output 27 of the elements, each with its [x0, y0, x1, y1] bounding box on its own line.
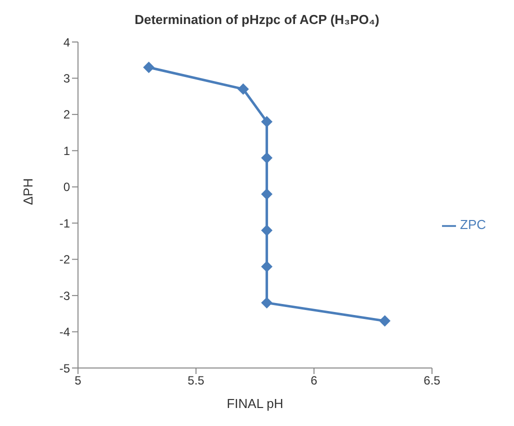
point [379, 315, 390, 326]
y-tick-label: 1 [63, 144, 70, 158]
x-tick-label: 6.5 [424, 374, 441, 388]
point [261, 261, 272, 272]
y-tick-label: 2 [63, 108, 70, 122]
x-tick-label: 5 [74, 374, 82, 388]
y-tick-label: 0 [63, 180, 70, 194]
legend-label: ZPC [460, 217, 486, 232]
y-tick-label: -4 [59, 325, 70, 340]
point [261, 116, 272, 128]
x-axis-title: FINAL pH [226, 396, 284, 411]
point [261, 152, 272, 164]
y-tick-label: 3 [63, 71, 70, 86]
chart-title: Determination of pHzpc of ACP (H₃PO₄) [134, 11, 380, 29]
y-tick-label: -1 [59, 216, 70, 230]
y-tick-label: -3 [59, 288, 70, 303]
y-tick-label: 4 [63, 35, 70, 50]
x-tick-label: 5.5 [188, 374, 205, 388]
x-tick-label: 6 [310, 374, 318, 388]
point [238, 84, 249, 95]
y-tick-label: -5 [59, 361, 70, 376]
point [261, 224, 272, 236]
point [261, 188, 272, 200]
point [261, 297, 272, 308]
point [143, 62, 154, 73]
y-tick-label: -2 [59, 252, 70, 267]
y-axis-title: ΔPH [20, 178, 36, 205]
